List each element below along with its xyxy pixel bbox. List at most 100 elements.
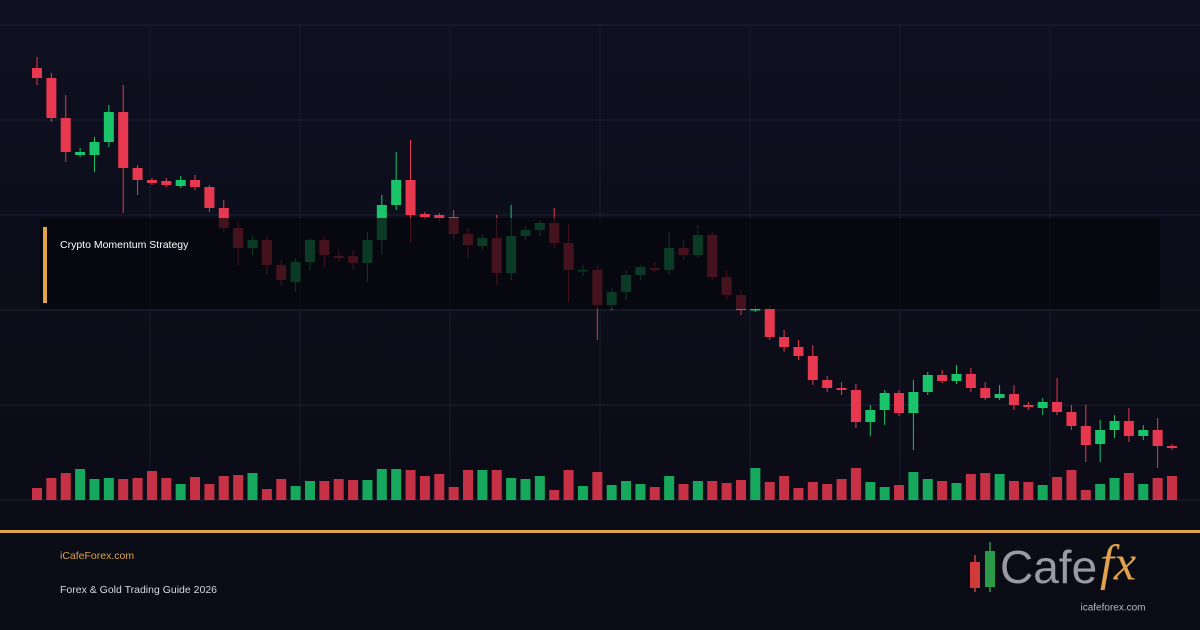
candle-body xyxy=(1052,402,1063,412)
volume-bar xyxy=(218,476,229,500)
volume-bar xyxy=(577,486,588,500)
candle-body xyxy=(850,390,861,422)
candle-body xyxy=(175,180,186,186)
candle-body xyxy=(434,215,445,218)
candle-body xyxy=(1080,426,1091,445)
volume-bar xyxy=(721,483,732,500)
candle-body xyxy=(937,375,948,381)
candle-body xyxy=(190,180,201,187)
candle-body xyxy=(779,337,790,347)
candle-body xyxy=(1095,430,1106,444)
volume-bar xyxy=(276,479,287,500)
candle-body xyxy=(32,68,42,78)
volume-bar xyxy=(894,485,905,500)
volume-bar xyxy=(635,484,646,500)
volume-bar xyxy=(664,476,675,500)
logo: Cafe fx icafeforex.com xyxy=(970,534,1146,614)
candle-body xyxy=(103,112,114,142)
divider xyxy=(0,530,1200,533)
volume-bar xyxy=(1008,481,1019,500)
volume-bar xyxy=(405,470,416,500)
volume-bar xyxy=(261,489,272,500)
candle-body xyxy=(161,181,172,185)
volume-bar xyxy=(477,470,488,500)
logo-accent: fx xyxy=(1100,534,1136,590)
volume-bar xyxy=(807,482,818,500)
volume-bar xyxy=(434,474,445,500)
volume-bar xyxy=(233,475,244,500)
volume-bar xyxy=(463,470,474,500)
candle-body xyxy=(764,309,775,337)
volume-bar xyxy=(520,479,531,500)
candle-body xyxy=(879,393,890,410)
volume-bar xyxy=(1066,470,1077,500)
volume-bar xyxy=(937,481,948,500)
candle-body xyxy=(908,392,919,413)
volume-bar xyxy=(506,478,517,500)
candle-body xyxy=(1109,421,1120,430)
volume-bar xyxy=(376,469,387,500)
tagline: Forex & Gold Trading Guide 2026 xyxy=(60,584,217,596)
volume-bar xyxy=(649,487,660,500)
candle-body xyxy=(865,410,876,422)
volume-bar xyxy=(319,481,330,500)
volume-bar xyxy=(865,482,876,500)
volume-bar xyxy=(89,479,100,500)
volume-bar xyxy=(146,471,157,500)
plot xyxy=(32,57,1177,500)
volume-bar xyxy=(692,481,703,500)
candle-body xyxy=(1138,430,1149,436)
candle-body xyxy=(1123,421,1134,436)
volume-bar xyxy=(60,473,71,500)
volume-bar xyxy=(621,481,632,500)
title-panel xyxy=(40,218,1160,309)
candle-body xyxy=(822,380,833,388)
volume-bar xyxy=(563,470,574,500)
volume-bar xyxy=(1037,485,1048,500)
logo-url: icafeforex.com xyxy=(1080,603,1145,614)
candle-body xyxy=(965,374,976,388)
candle-body xyxy=(980,388,991,398)
candle-body xyxy=(118,112,129,168)
volume-bar xyxy=(118,479,129,500)
volume-bar xyxy=(419,476,430,500)
volume-bar xyxy=(32,488,42,500)
volume-bar xyxy=(333,479,344,500)
volume-bar xyxy=(1109,478,1120,500)
candle-body xyxy=(1167,446,1177,448)
volume-bar xyxy=(1095,484,1106,500)
volume-bar xyxy=(161,478,172,500)
volume-bar xyxy=(592,472,603,500)
site-name: iCafeForex.com xyxy=(60,550,134,562)
volume-bar xyxy=(908,472,919,500)
candle-body xyxy=(132,168,143,180)
volume-bar xyxy=(779,476,790,500)
volume-bar xyxy=(965,474,976,500)
volume-bar xyxy=(190,477,201,500)
volume-bar xyxy=(606,485,617,500)
candle-body xyxy=(46,78,57,118)
logo-candle xyxy=(985,551,995,587)
volume-bar xyxy=(1023,482,1034,500)
volume-bar xyxy=(391,469,402,500)
volume-bar xyxy=(448,487,459,500)
volume-bar xyxy=(132,478,143,500)
volume-bar xyxy=(304,481,315,500)
volume-bar xyxy=(247,473,258,500)
volume-bar xyxy=(750,468,761,500)
candle-body xyxy=(89,142,100,155)
volume-bar xyxy=(1080,490,1091,500)
volume-bar xyxy=(922,479,933,500)
volume-bar xyxy=(175,484,186,500)
logo-word: Cafe xyxy=(1000,541,1097,593)
volume-bar xyxy=(994,474,1005,500)
volume-bar xyxy=(850,468,861,500)
volume-bar xyxy=(678,484,689,500)
volume-bar xyxy=(764,482,775,500)
candle-body xyxy=(793,347,804,356)
candle-body xyxy=(204,187,215,208)
candle-body xyxy=(405,180,416,215)
title-accent xyxy=(43,227,47,303)
volume-bar xyxy=(1052,477,1063,500)
